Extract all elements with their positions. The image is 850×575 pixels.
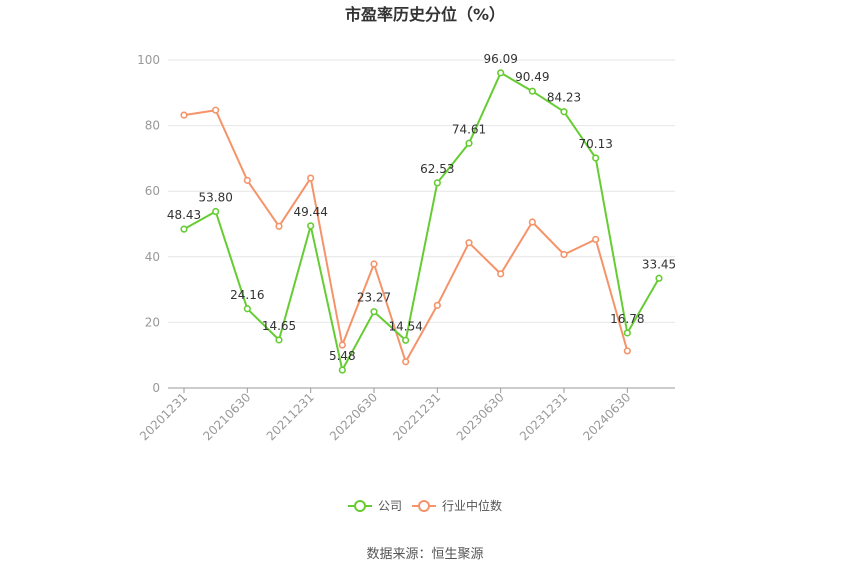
data-point-0-14 (623, 329, 631, 337)
x-axis: 20201231 20210630 20211231 20220630 20221231… (137, 387, 675, 443)
data-label-3: 14.65 (262, 319, 296, 333)
data-label-9: 74.61 (452, 122, 486, 136)
y-tick-label-80: 80 (145, 119, 160, 133)
data-point-1-9 (465, 239, 473, 247)
data-point-0-7 (402, 336, 410, 344)
data-point-0-9 (465, 139, 473, 147)
series-line-0 (183, 71, 660, 371)
data-label-2: 24.16 (230, 288, 264, 302)
data-point-0-1 (212, 207, 220, 216)
series-group: 48.43 53.80 24.16 14.65 49.44 5.48 23.27 14.54 6… (167, 52, 676, 374)
data-label-11: 90.49 (515, 70, 549, 84)
data-label-0: 48.43 (167, 208, 201, 222)
legend-item-1[interactable]: 行业中位数 (412, 498, 502, 513)
data-point-0-5 (338, 366, 346, 374)
grid-lines (168, 59, 675, 323)
data-point-0-15 (655, 274, 663, 282)
y-tick-label-60: 60 (145, 184, 160, 198)
data-point-1-11 (528, 218, 536, 226)
data-point-0-13 (592, 154, 600, 162)
data-point-0-12 (560, 108, 568, 116)
chart-title: 市盈率历史分位（%） (345, 5, 505, 24)
x-tick-label-20221231: 20221231 (390, 390, 443, 443)
y-tick-label-0: 0 (152, 381, 160, 395)
data-point-1-5 (338, 341, 346, 349)
data-label-13: 70.13 (578, 137, 612, 151)
data-point-1-14 (623, 347, 631, 355)
data-point-0-6 (370, 308, 378, 316)
data-label-15: 33.45 (642, 257, 676, 271)
data-point-1-8 (433, 301, 441, 309)
x-tick-label-20220630: 20220630 (327, 390, 380, 443)
legend-marker-1 (418, 500, 430, 512)
data-point-1-0 (180, 111, 188, 119)
x-tick-label-20231231: 20231231 (517, 390, 570, 443)
data-point-1-3 (275, 222, 283, 230)
data-point-0-0 (180, 225, 188, 233)
data-label-5: 5.48 (329, 349, 356, 363)
x-tick-label-20240630: 20240630 (580, 390, 633, 443)
data-point-0-4 (307, 222, 315, 230)
data-point-1-7 (402, 358, 410, 366)
x-tick-label-20230630: 20230630 (454, 390, 507, 443)
data-point-1-1 (212, 106, 220, 114)
data-point-1-2 (243, 176, 251, 184)
legend-marker-0 (354, 500, 366, 512)
data-point-0-11 (528, 87, 536, 95)
y-tick-label-20: 20 (145, 315, 160, 329)
series-1 (180, 106, 631, 366)
data-labels: 48.43 53.80 24.16 14.65 49.44 5.48 23.27 14.54 6… (167, 52, 676, 363)
y-tick-label-40: 40 (145, 250, 160, 264)
data-point-1-12 (560, 250, 568, 259)
legend-item-0[interactable]: 公司 (348, 499, 402, 513)
data-point-0-2 (243, 305, 251, 313)
data-point-0-10 (497, 69, 505, 77)
data-point-1-4 (307, 174, 315, 182)
data-label-10: 96.09 (483, 52, 517, 66)
x-tick-label-20201231: 20201231 (137, 390, 190, 443)
series-0 (180, 69, 663, 374)
data-label-7: 14.54 (388, 319, 422, 333)
legend[interactable]: 公司 行业中位数 (348, 498, 502, 513)
data-point-1-10 (497, 270, 505, 278)
x-tick-label-20210630: 20210630 (200, 390, 253, 443)
y-tick-label-100: 100 (137, 53, 160, 67)
data-point-0-8 (433, 179, 441, 187)
legend-label-1: 行业中位数 (442, 498, 502, 513)
data-label-12: 84.23 (547, 91, 581, 105)
legend-label-0: 公司 (378, 499, 402, 513)
data-point-0-3 (275, 336, 283, 344)
x-tick-label-20211231: 20211231 (264, 390, 317, 443)
data-point-1-13 (592, 235, 600, 244)
data-label-4: 49.44 (293, 205, 327, 219)
data-point-1-6 (370, 260, 378, 268)
data-label-6: 23.27 (357, 291, 391, 305)
y-axis: 0 20 40 60 80 100 (137, 53, 160, 395)
data-label-14: 16.78 (610, 312, 644, 326)
source-note: 数据来源：恒生聚源 (366, 547, 483, 562)
data-label-8: 62.53 (420, 162, 454, 176)
data-label-1: 53.80 (198, 191, 232, 205)
